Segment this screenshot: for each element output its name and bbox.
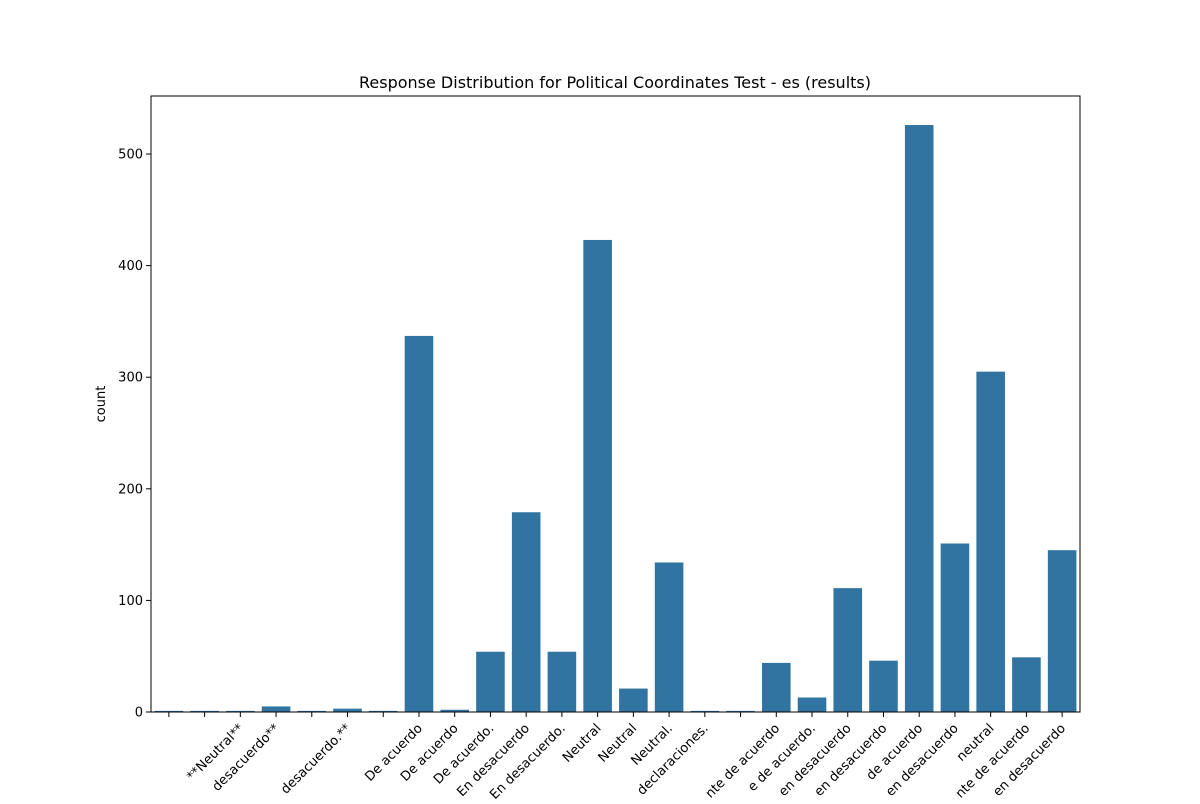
bar bbox=[690, 710, 720, 712]
bar bbox=[940, 543, 970, 712]
x-axis: **Neutral**desacuerdo**desacuerdo.** De a… bbox=[168, 712, 1069, 803]
y-tick-label: 500 bbox=[118, 148, 143, 163]
bar bbox=[261, 706, 291, 712]
bar bbox=[1047, 550, 1077, 712]
chart-title: Response Distribution for Political Coor… bbox=[359, 73, 871, 92]
bar bbox=[654, 562, 684, 712]
y-axis: 0 100 200 300 400 500 bbox=[118, 148, 151, 721]
bar bbox=[869, 660, 898, 712]
x-tick-label: Neutral bbox=[560, 721, 605, 766]
bar bbox=[726, 710, 755, 712]
plot-frame bbox=[150, 95, 1081, 713]
bar bbox=[583, 239, 612, 712]
bar bbox=[761, 662, 791, 712]
bar bbox=[619, 688, 648, 712]
y-tick-label: 400 bbox=[118, 259, 143, 274]
bar bbox=[904, 125, 934, 712]
y-tick-label: 100 bbox=[118, 594, 143, 609]
bar bbox=[797, 697, 827, 712]
bar bbox=[976, 371, 1005, 712]
bar bbox=[226, 710, 255, 712]
bars-group bbox=[154, 125, 1077, 712]
bar bbox=[476, 651, 505, 712]
bar bbox=[1012, 657, 1041, 712]
bar bbox=[511, 512, 541, 712]
bar bbox=[333, 708, 362, 712]
bar bbox=[368, 710, 398, 712]
y-axis-label: count bbox=[94, 386, 109, 423]
y-tick-label: 200 bbox=[118, 482, 143, 497]
bar bbox=[404, 335, 434, 712]
bar bbox=[154, 710, 184, 712]
bar bbox=[190, 710, 219, 712]
bar bbox=[440, 709, 470, 712]
y-tick-label: 300 bbox=[118, 371, 143, 386]
bar bbox=[833, 588, 863, 712]
x-tick-label: desacuerdo.** bbox=[278, 721, 354, 797]
bar bbox=[547, 651, 577, 712]
bar bbox=[297, 710, 327, 712]
y-tick-label: 0 bbox=[135, 706, 143, 721]
